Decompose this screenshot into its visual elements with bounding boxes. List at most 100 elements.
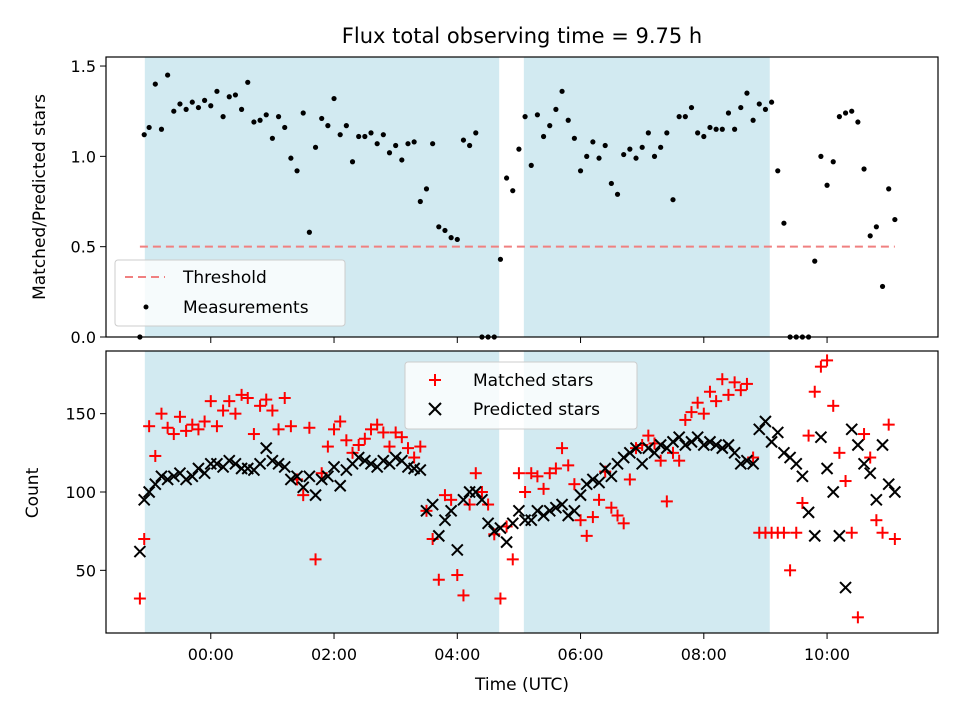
measurement-point [417, 198, 423, 205]
measurement-point [879, 283, 886, 290]
measurement-points [137, 72, 898, 340]
counts-legend: Matched stars Predicted stars [404, 361, 638, 430]
legend-matched-swatch [429, 374, 441, 386]
measurement-point [374, 141, 380, 147]
predicted-star-point [377, 454, 390, 467]
y-tick-label: 150 [65, 405, 96, 424]
y-tick-label: 0.5 [71, 238, 96, 257]
measurement-point [633, 155, 639, 161]
predicted-star-point [321, 470, 335, 483]
matched-star-point [173, 410, 186, 423]
measurement-point [312, 144, 319, 150]
measurement-point [473, 130, 479, 136]
predicted-star-point [167, 470, 180, 483]
measurement-point [386, 150, 393, 156]
matched-star-point [537, 482, 550, 495]
measurement-point [577, 168, 584, 174]
predicted-star-point [142, 485, 156, 499]
matched-star-point [623, 473, 636, 486]
measurement-point [565, 117, 571, 123]
measurement-point [158, 126, 165, 132]
matched-star-point [401, 442, 414, 455]
predicted-star-point [765, 435, 778, 449]
predicted-star-point [210, 457, 224, 471]
measurement-point [454, 236, 460, 243]
measurement-point [651, 153, 658, 159]
predicted-star-point [432, 529, 446, 543]
matched-star-point [445, 493, 458, 506]
matched-star-point [845, 526, 858, 539]
matched-star-point [703, 385, 716, 398]
matched-star-point [611, 509, 624, 522]
y-tick-label: 1.0 [71, 147, 96, 166]
x-tick-label: 06:00 [557, 645, 603, 664]
predicted-star-point [543, 504, 556, 518]
measurement-point [775, 168, 781, 174]
matched-star-point [133, 592, 146, 605]
measurement-point [701, 133, 707, 140]
measurement-point [725, 110, 732, 116]
matched-star-point [247, 428, 260, 441]
matched-star-point [858, 428, 871, 441]
predicted-star-point [598, 462, 612, 475]
matched-star-point [660, 495, 673, 508]
measurement-point [423, 186, 430, 192]
matched-star-point [562, 459, 575, 472]
measurement-point [645, 130, 651, 136]
measurement-point [251, 119, 257, 125]
measurement-point [682, 114, 688, 120]
counts-y-axis-label: Count [23, 467, 43, 518]
predicted-star-point [284, 473, 298, 486]
matched-star-point [309, 553, 322, 566]
predicted-star-point [198, 466, 211, 480]
measurement-point [769, 99, 775, 105]
measurement-point [658, 144, 664, 150]
x-tick-label: 04:00 [434, 645, 480, 664]
measurement-point [238, 106, 245, 112]
predicted-star-point [303, 470, 316, 483]
predicted-star-point [297, 481, 310, 494]
predicted-star-point [839, 581, 852, 594]
predicted-star-point [192, 462, 205, 475]
predicted-star-point [525, 513, 538, 527]
measurement-point [214, 88, 220, 94]
measurement-point [294, 168, 300, 174]
predicted-star-point [549, 501, 563, 514]
predicted-star-point [672, 430, 686, 444]
measurement-point [448, 235, 454, 241]
measurement-point [362, 133, 368, 140]
measurement-point [510, 188, 516, 194]
predicted-star-point [586, 473, 600, 486]
measurement-point [460, 137, 467, 143]
predicted-star-point [703, 435, 717, 449]
measurement-point [165, 72, 171, 78]
predicted-star-point [568, 504, 581, 518]
matched-star-point [777, 526, 790, 539]
measurement-point [195, 104, 202, 111]
matched-star-point [340, 434, 353, 447]
measurement-point [732, 126, 738, 132]
matched-star-point [346, 446, 359, 459]
predicted-star-point [138, 493, 151, 507]
measurement-point [559, 88, 565, 94]
shaded-interval [523, 57, 770, 337]
ratio-y-axis-label: Matched/Predicted stars [30, 94, 50, 300]
predicted-star-point [635, 457, 649, 471]
measurement-point [516, 146, 522, 152]
measurement-point [818, 153, 824, 159]
y-tick-label: 1.5 [71, 57, 96, 76]
matched-star-point [654, 454, 667, 467]
predicted-star-point [654, 438, 667, 452]
matched-star-point [204, 395, 217, 408]
measurement-point [534, 112, 541, 118]
matched-star-point [512, 467, 525, 480]
matched-star-point [321, 440, 334, 453]
measurement-point [436, 224, 442, 230]
predicted-star-point [229, 457, 242, 471]
predicted-star-point [537, 509, 550, 522]
predicted-star-point [642, 441, 655, 455]
measurement-point [399, 157, 405, 163]
matched-star-point [814, 360, 827, 373]
measurement-point [886, 186, 892, 192]
predicted-star-point [722, 438, 735, 452]
